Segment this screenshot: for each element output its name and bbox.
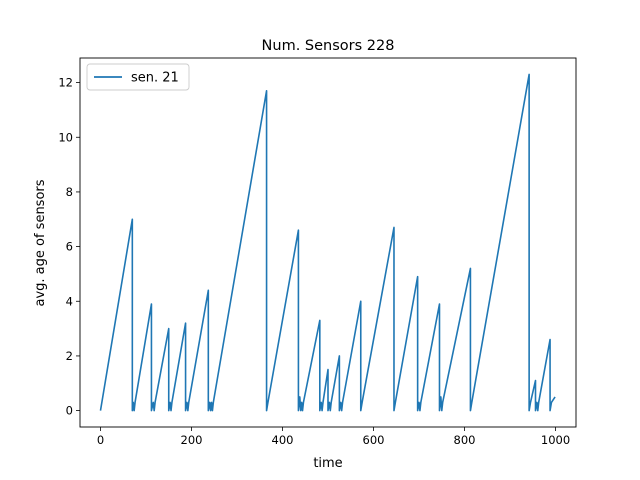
y-axis-label: avg. age of sensors (33, 179, 48, 306)
x-tick-label: 400 (272, 433, 294, 447)
y-tick-label: 8 (66, 185, 73, 199)
y-tick-label: 6 (66, 240, 73, 254)
y-tick-label: 10 (58, 130, 73, 144)
x-tick-label: 1000 (541, 433, 570, 447)
chart-title: Num. Sensors 228 (262, 38, 395, 54)
plot-frame (79, 57, 577, 428)
series-layer (99, 73, 556, 412)
x-tick-label: 200 (181, 433, 203, 447)
x-tick-label: 600 (363, 433, 385, 447)
y-axis-ticks: 0 2 4 6 8 10 12 (58, 76, 80, 418)
x-axis-ticks: 0 200 400 600 800 1000 (97, 427, 570, 447)
y-tick-label: 4 (66, 294, 73, 308)
x-tick-label: 800 (454, 433, 476, 447)
legend: sen. 21 (86, 63, 190, 91)
y-tick-label: 2 (66, 349, 73, 363)
x-axis-label: time (313, 456, 342, 471)
legend-label: sen. 21 (131, 71, 179, 86)
y-tick-label: 0 (66, 404, 73, 418)
x-tick-label: 0 (97, 433, 104, 447)
legend-box (86, 63, 190, 91)
series-line-0 (99, 73, 556, 412)
y-tick-label: 12 (58, 76, 73, 90)
